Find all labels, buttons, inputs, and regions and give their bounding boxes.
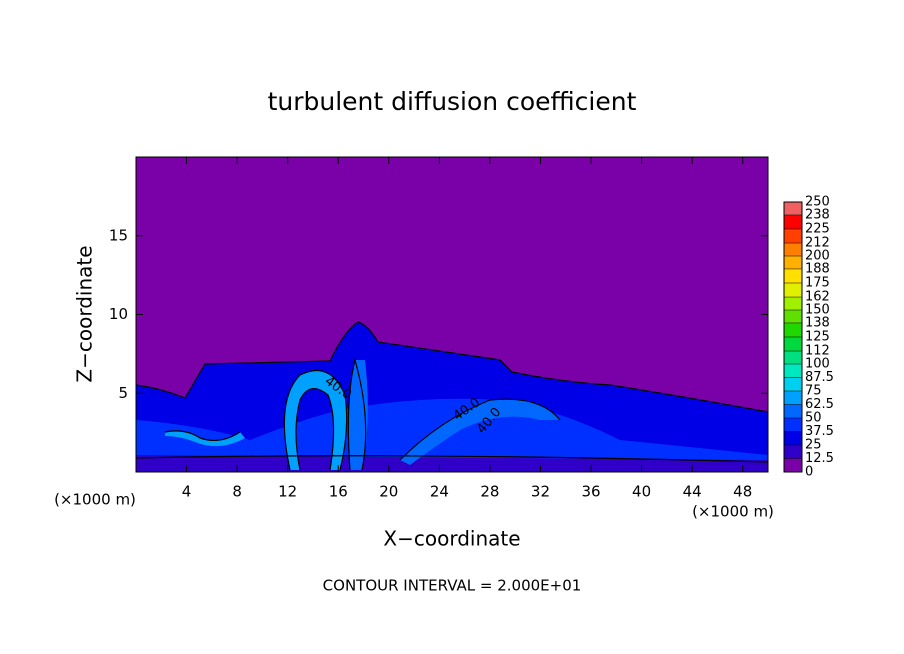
y-tick-label: 10 bbox=[109, 305, 128, 323]
colorbar-label: 238 bbox=[805, 207, 830, 222]
colorbar-label: 162 bbox=[805, 290, 830, 305]
colorbar-swatch bbox=[784, 337, 802, 352]
colorbar-label: 125 bbox=[805, 330, 830, 345]
x-tick-label: 20 bbox=[379, 483, 398, 501]
colorbar-swatch bbox=[784, 404, 802, 418]
colorbar-label: 75 bbox=[805, 384, 822, 399]
colorbar-label: 200 bbox=[805, 249, 830, 264]
colorbar-label: 100 bbox=[805, 357, 830, 372]
x-tick-label: 24 bbox=[430, 483, 449, 501]
x-tick-label: 36 bbox=[581, 483, 600, 501]
colorbar-label: 150 bbox=[805, 303, 830, 318]
y-unit: (×1000 m) bbox=[54, 491, 136, 509]
contour-line bbox=[164, 430, 241, 442]
colorbar-swatch bbox=[784, 418, 802, 432]
y-tick-label: 15 bbox=[109, 226, 128, 244]
contour-line bbox=[135, 321, 769, 413]
colorbar-swatch bbox=[784, 391, 802, 405]
field-region bbox=[165, 430, 245, 447]
x-tick-label: 48 bbox=[733, 483, 752, 501]
colorbar-swatch bbox=[784, 297, 802, 310]
x-tick-label: 44 bbox=[683, 483, 702, 501]
colorbar-swatch bbox=[784, 268, 802, 283]
field-region bbox=[284, 370, 347, 470]
contour-line bbox=[295, 388, 335, 471]
colorbar-swatch bbox=[784, 445, 802, 459]
colorbar-label: 25 bbox=[805, 438, 822, 453]
colorbar-swatch bbox=[784, 229, 802, 244]
y-tick-label: 5 bbox=[118, 384, 128, 402]
colorbar-label: 50 bbox=[805, 411, 822, 426]
colorbar-swatch bbox=[784, 243, 802, 256]
colorbar-swatch bbox=[784, 458, 802, 472]
colorbar-swatch bbox=[784, 431, 802, 445]
field: 40.0 40.0 40.0 bbox=[135, 157, 769, 472]
contour-interval-note: CONTOUR INTERVAL = 2.000E+01 bbox=[323, 577, 582, 595]
colorbar-label: 225 bbox=[805, 222, 830, 237]
contour-line bbox=[399, 398, 561, 461]
contour-lines bbox=[135, 321, 769, 471]
x-tick-label: 4 bbox=[182, 483, 192, 501]
colorbar-label: 37.5 bbox=[805, 424, 834, 439]
colorbar-swatch bbox=[784, 202, 802, 215]
x-tick-label: 32 bbox=[531, 483, 550, 501]
colorbar-label: 212 bbox=[805, 236, 830, 251]
colorbar-label: 112 bbox=[805, 344, 830, 359]
field-region bbox=[400, 399, 560, 465]
x-tick-label: 40 bbox=[632, 483, 651, 501]
colorbar-label: 138 bbox=[805, 315, 830, 330]
colorbar-label: 87.5 bbox=[805, 370, 834, 385]
colorbar-swatch bbox=[784, 364, 802, 378]
colorbar-label: 188 bbox=[805, 261, 830, 276]
field-region bbox=[348, 360, 368, 470]
contour-line bbox=[135, 455, 769, 463]
y-axis-label: Z−coordinate bbox=[73, 245, 97, 382]
colorbar-label: 250 bbox=[805, 195, 830, 210]
colorbar-label: 0 bbox=[805, 465, 813, 480]
colorbar-swatch bbox=[784, 214, 802, 229]
contour-line bbox=[283, 369, 348, 471]
x-tick-label: 28 bbox=[480, 483, 499, 501]
x-tick-label: 8 bbox=[232, 483, 242, 501]
x-unit: (×1000 m) bbox=[692, 503, 774, 521]
colorbar-swatch bbox=[784, 283, 802, 298]
x-axis-label: X−coordinate bbox=[383, 527, 520, 551]
colorbar-swatch bbox=[784, 351, 802, 364]
x-tick-label: 16 bbox=[329, 483, 348, 501]
colorbar-swatch bbox=[784, 377, 802, 391]
colorbar-label: 175 bbox=[805, 276, 830, 291]
colorbar-swatch bbox=[784, 310, 802, 323]
colorbar-swatch bbox=[784, 256, 802, 269]
chart-title: turbulent diffusion coefficient bbox=[268, 87, 637, 116]
colorbar-swatch bbox=[784, 322, 802, 337]
colorbar-label: 62.5 bbox=[805, 397, 834, 412]
contour-line bbox=[347, 357, 367, 471]
x-tick-label: 12 bbox=[278, 483, 297, 501]
colorbar-label: 12.5 bbox=[805, 451, 834, 466]
